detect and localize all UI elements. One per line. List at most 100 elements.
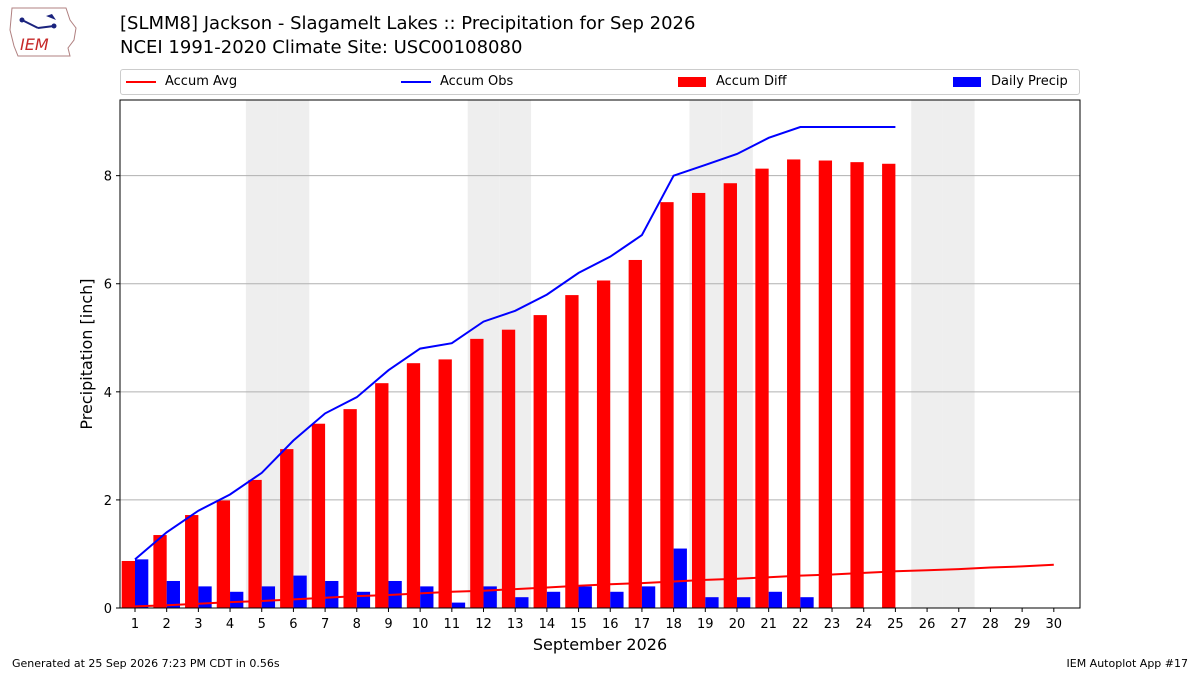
x-tick-label: 20 — [729, 617, 746, 632]
x-tick-label: 18 — [665, 617, 682, 632]
legend-label-accum-diff: Accum Diff — [716, 74, 787, 89]
daily-precip-bar — [230, 591, 244, 608]
accum-diff-bar — [216, 500, 231, 608]
accum-diff-bar — [470, 338, 484, 608]
x-tick-label: 24 — [855, 617, 872, 632]
y-tick-label: 8 — [104, 170, 112, 185]
legend-item-accum-avg: Accum Avg — [126, 74, 237, 89]
chart-title: [SLMM8] Jackson - Slagamelt Lakes :: Pre… — [120, 13, 696, 34]
iem-logo-graphic: IEM — [9, 7, 77, 57]
accum-diff-bar — [660, 202, 674, 608]
accum-diff-bar — [755, 168, 769, 609]
daily-precip-bar — [420, 586, 434, 608]
x-tick-label: 22 — [792, 617, 809, 632]
legend-item-accum-obs: Accum Obs — [401, 74, 513, 89]
daily-precip-bar — [673, 548, 687, 608]
accum-diff-bar — [787, 159, 801, 608]
legend-swatch-accum-avg — [126, 80, 156, 83]
x-tick-label: 14 — [539, 617, 556, 632]
daily-precip-bar — [261, 586, 276, 608]
x-tick-label: 7 — [321, 617, 329, 632]
chart-legend: Accum Avg Accum Obs Accum Diff Daily Pre… — [120, 69, 1080, 95]
x-tick-label: 16 — [602, 617, 619, 632]
x-tick-label: 15 — [570, 617, 587, 632]
y-tick-label: 6 — [104, 278, 112, 293]
y-tick-label: 2 — [104, 494, 112, 509]
x-tick-label: 25 — [887, 617, 904, 632]
accum-diff-bar — [818, 160, 833, 609]
accum-diff-bar — [153, 535, 167, 608]
daily-precip-bar — [451, 602, 466, 608]
accum-diff-bar — [248, 479, 262, 608]
daily-precip-bar — [546, 591, 561, 608]
accum-diff-bar — [343, 409, 357, 608]
accum-diff-bar — [438, 359, 452, 608]
legend-swatch-daily-precip — [953, 76, 981, 87]
iem-logo: IEM — [8, 6, 80, 60]
x-tick-label: 28 — [982, 617, 999, 632]
accum-diff-bar — [406, 363, 421, 608]
daily-precip-bar — [641, 586, 656, 608]
accum-diff-bar — [533, 315, 547, 608]
y-axis-label: Precipitation [inch] — [77, 278, 96, 429]
accum-diff-bar — [723, 183, 737, 608]
daily-precip-bar — [166, 580, 180, 608]
legend-item-accum-diff: Accum Diff — [678, 74, 787, 89]
x-tick-label: 10 — [412, 617, 429, 632]
accum-diff-bar — [565, 295, 579, 608]
accum-avg-line — [134, 563, 1054, 608]
y-tick-label: 4 — [104, 386, 112, 401]
x-tick-label: 9 — [384, 617, 392, 632]
legend-swatch-accum-obs — [401, 80, 431, 83]
legend-swatch-accum-diff — [678, 76, 706, 87]
plot-frame — [119, 99, 1081, 609]
y-tick-label: 0 — [104, 602, 112, 617]
daily-precip-bar — [610, 591, 624, 608]
daily-precip-bar — [356, 591, 371, 608]
accum-diff-bar — [311, 423, 326, 608]
accum-diff-bar — [596, 280, 611, 608]
iem-logo-text: IEM — [20, 35, 49, 54]
x-tick-label: 1 — [131, 617, 139, 632]
weekend-shade — [911, 100, 943, 608]
chart-subtitle: NCEI 1991-2020 Climate Site: USC00108080 — [120, 37, 523, 58]
x-tick-label: 27 — [950, 617, 967, 632]
x-axis-label: September 2026 — [533, 635, 667, 654]
x-tick-label: 11 — [444, 617, 461, 632]
daily-precip-bar — [768, 591, 782, 608]
accum-obs-line — [134, 126, 896, 561]
weekend-shade — [942, 100, 975, 608]
generated-timestamp: Generated at 25 Sep 2026 7:23 PM CDT in … — [12, 657, 280, 670]
x-tick-label: 17 — [634, 617, 651, 632]
daily-precip-bar — [800, 597, 814, 608]
accum-diff-bar — [501, 329, 516, 608]
daily-precip-bar — [198, 586, 212, 608]
x-tick-label: 19 — [697, 617, 714, 632]
x-tick-label: 12 — [475, 617, 492, 632]
accum-diff-bar — [691, 192, 706, 608]
accum-diff-bar — [375, 383, 389, 608]
accum-diff-bar — [850, 162, 864, 609]
legend-label-accum-avg: Accum Avg — [165, 74, 238, 89]
daily-precip-bar — [293, 575, 307, 608]
daily-precip-bar — [325, 580, 339, 608]
x-tick-label: 29 — [1014, 617, 1031, 632]
app-label: IEM Autoplot App #17 — [1066, 657, 1189, 670]
daily-precip-bar — [705, 597, 719, 608]
daily-precip-bar — [135, 559, 149, 608]
accum-diff-bar — [185, 515, 199, 608]
daily-precip-bar — [483, 586, 497, 608]
x-tick-label: 3 — [194, 617, 202, 632]
x-tick-label: 6 — [289, 617, 297, 632]
x-tick-label: 5 — [258, 617, 266, 632]
x-tick-label: 26 — [919, 617, 936, 632]
accum-diff-bar — [121, 560, 135, 608]
x-tick-label: 30 — [1046, 617, 1063, 632]
legend-item-daily-precip: Daily Precip — [953, 74, 1068, 89]
accum-diff-bar — [280, 449, 294, 608]
x-tick-label: 13 — [507, 617, 524, 632]
x-tick-label: 2 — [163, 617, 171, 632]
accum-diff-bar — [882, 163, 896, 609]
x-tick-label: 23 — [824, 617, 841, 632]
